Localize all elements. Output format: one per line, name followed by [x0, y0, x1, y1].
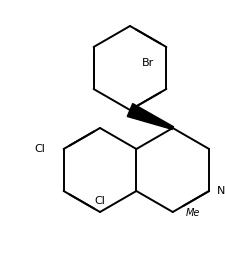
Text: Me: Me [185, 208, 200, 218]
Text: Cl: Cl [94, 196, 105, 206]
Text: Br: Br [142, 58, 154, 68]
Text: N: N [216, 186, 225, 196]
Polygon shape [127, 103, 173, 129]
Text: Cl: Cl [35, 144, 45, 154]
